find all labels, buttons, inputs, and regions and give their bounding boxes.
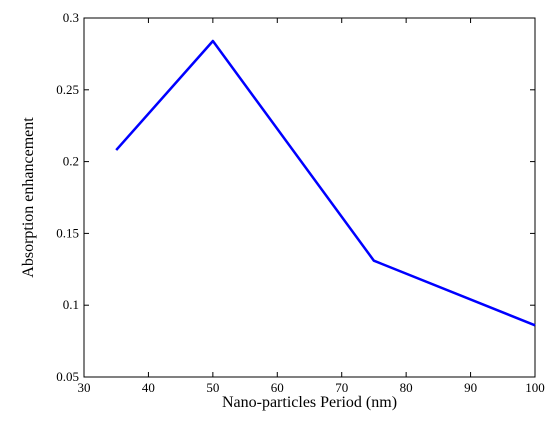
y-tick-label: 0.3: [63, 10, 79, 25]
y-axis-ticks: 0.05 0.1 0.15 0.2 0.25 0.3: [56, 10, 535, 384]
x-tick-label: 30: [78, 380, 91, 395]
y-tick-label: 0.1: [63, 297, 79, 312]
series-line: [115, 39, 536, 327]
x-tick-label: 60: [271, 380, 284, 395]
series-layer: [115, 39, 536, 327]
y-tick-label: 0.15: [56, 225, 79, 240]
x-tick-label: 70: [335, 380, 348, 395]
x-axis-title: Nano-particles Period (nm): [222, 394, 397, 411]
y-tick-label: 0.05: [56, 369, 79, 384]
y-tick-label: 0.2: [63, 154, 79, 169]
x-tick-label: 100: [525, 380, 545, 395]
x-tick-label: 80: [400, 380, 413, 395]
x-axis-ticks: 30 40 50 60 70 80 90 100: [78, 18, 545, 395]
x-tick-label: 40: [142, 380, 155, 395]
plot-area: [83, 17, 536, 378]
y-tick-label: 0.25: [56, 82, 79, 97]
x-tick-label: 90: [464, 380, 477, 395]
y-axis-title: Absorption enhancement: [20, 117, 37, 278]
x-tick-label: 50: [206, 380, 219, 395]
